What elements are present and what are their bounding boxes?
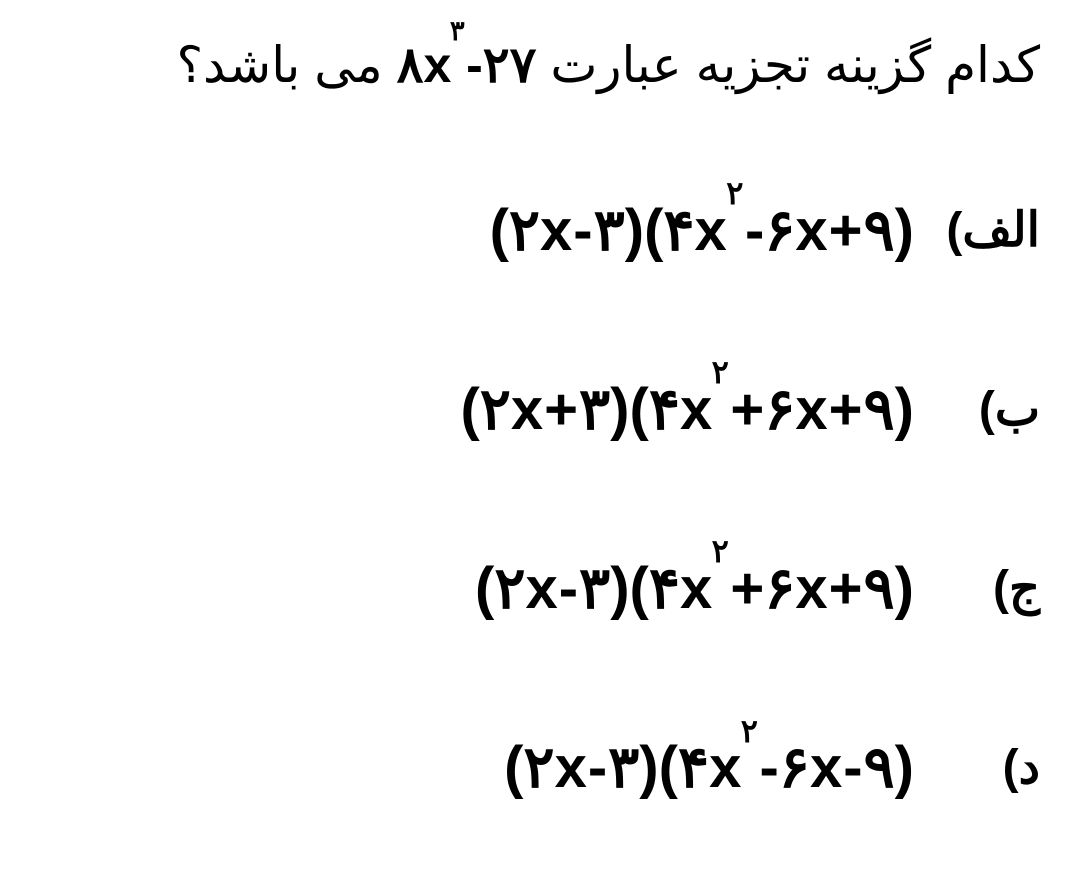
options-list: الف) (۲x-۳)(۴x۲-۶x+۹) ب) (۲x+۳)(۴x۲+۶x+۹… <box>40 140 1040 857</box>
expr-exponent: ۳ <box>450 15 465 46</box>
option-label: د) <box>930 739 1040 795</box>
expr-tail: -۲۷ <box>466 37 536 93</box>
option-formula: (۲x+۳)(۴x۲+۶x+۹) <box>460 375 914 443</box>
option-label: ب) <box>930 381 1040 437</box>
option-formula: (۲x-۳)(۴x۲+۶x+۹) <box>475 554 914 622</box>
question-expression: ۸x۳-۲۷ <box>397 30 537 100</box>
option-formula: (۲x-۳)(۴x۲-۶x-۹) <box>504 733 914 801</box>
option-formula: (۲x-۳)(۴x۲-۶x+۹) <box>490 196 914 264</box>
option-label: ج) <box>930 560 1040 616</box>
expr-base: ۸x <box>397 37 452 93</box>
option-label: الف) <box>930 202 1040 258</box>
question-text: کدام گزینه تجزیه عبارت ۸x۳-۲۷ می باشد؟ <box>40 30 1040 100</box>
option-dal: د) (۲x-۳)(۴x۲-۶x-۹) <box>40 733 1040 801</box>
page: کدام گزینه تجزیه عبارت ۸x۳-۲۷ می باشد؟ ا… <box>0 0 1080 877</box>
option-jim: ج) (۲x-۳)(۴x۲+۶x+۹) <box>40 554 1040 622</box>
option-be: ب) (۲x+۳)(۴x۲+۶x+۹) <box>40 375 1040 443</box>
question-suffix: می باشد؟ <box>177 37 383 93</box>
option-alef: الف) (۲x-۳)(۴x۲-۶x+۹) <box>40 196 1040 264</box>
question-prefix: کدام گزینه تجزیه عبارت <box>550 37 1040 93</box>
